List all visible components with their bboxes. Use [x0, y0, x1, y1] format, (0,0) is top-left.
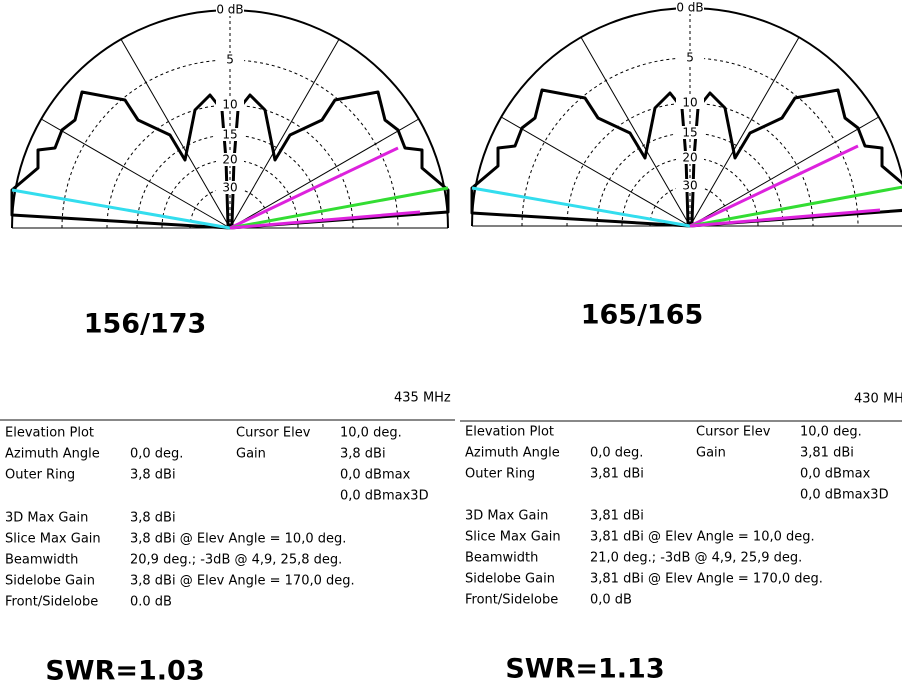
table-cell: Gain — [236, 447, 266, 462]
ring — [61, 59, 399, 229]
table-cell: 0,0 dBmax3D — [800, 488, 889, 503]
ring-label-bg — [676, 179, 704, 192]
table-cell: 0,0 deg. — [130, 447, 183, 462]
table-cell: Elevation Plot — [5, 426, 94, 441]
table-cell: 10,0 deg. — [800, 425, 862, 440]
result-cell: 3,8 dBi @ Elev Angle = 10,0 deg. — [130, 532, 346, 547]
result-cell: 0,0 dB — [590, 593, 632, 608]
table-cell: 3,81 dBi — [800, 446, 854, 461]
swr: SWR=1.03 — [45, 656, 204, 687]
ring-label-bg — [676, 1, 704, 14]
table-cell: 10,0 deg. — [340, 426, 402, 441]
table-cell: Elevation Plot — [465, 425, 554, 440]
table-cell: Outer Ring — [465, 467, 535, 482]
result-cell: 21,0 deg.; -3dB @ 4,9, 25,9 deg. — [590, 551, 802, 566]
frequency: 430 MHz — [854, 392, 902, 407]
table-cell: Gain — [696, 446, 726, 461]
table-cell: 3,8 dBi — [130, 468, 176, 483]
ring-label-bg — [216, 3, 244, 16]
spoke — [229, 118, 420, 229]
ring-label: 5 — [686, 51, 694, 65]
result-cell: Beamwidth — [465, 551, 538, 566]
result-cell: Sidelobe Gain — [465, 572, 555, 587]
table-cell: Azimuth Angle — [465, 446, 560, 461]
ring — [521, 57, 859, 227]
table-cell: 3,8 dBi — [340, 447, 386, 462]
ring-label: 15 — [222, 128, 237, 142]
spoke — [120, 38, 231, 229]
spoke — [580, 36, 691, 227]
ring-label: 0 dB — [216, 3, 243, 17]
ring-label: 5 — [226, 53, 234, 67]
result-cell: 0.0 dB — [130, 595, 172, 610]
spoke — [229, 38, 340, 229]
spoke — [689, 36, 800, 227]
result-cell: Slice Max Gain — [465, 530, 561, 545]
polar-plot: 0 dB 5 10 15 20 30 — [10, 3, 450, 230]
table-cell: 0,0 dBmax — [800, 467, 871, 482]
ring-label-bg — [676, 96, 704, 109]
ring-label: 10 — [682, 96, 697, 110]
ring-label-bg — [676, 151, 704, 164]
ring-label: 20 — [222, 153, 237, 167]
ring-label-bg — [676, 126, 704, 139]
result-cell: 3,81 dBi @ Elev Angle = 170,0 deg. — [590, 572, 823, 587]
ring-label: 0 dB — [676, 1, 703, 15]
table-cell: 3,81 dBi — [590, 467, 644, 482]
result-cell: Sidelobe Gain — [5, 574, 95, 589]
ring-label-bg — [216, 98, 244, 111]
result-cell: Slice Max Gain — [5, 532, 101, 547]
table-cell: 0,0 dBmax — [340, 468, 411, 483]
config-label: 165/165 — [581, 300, 704, 331]
ring-label-bg — [676, 51, 704, 64]
result-cell: 20,9 deg.; -3dB @ 4,9, 25,8 deg. — [130, 553, 342, 568]
table-cell: Cursor Elev — [236, 426, 311, 441]
result-cell: Front/Sidelobe — [465, 593, 558, 608]
ring-label: 30 — [222, 181, 237, 195]
table-cell: 0,0 deg. — [590, 446, 643, 461]
ring-label: 15 — [682, 126, 697, 140]
ring-label: 30 — [682, 179, 697, 193]
result-cell: Beamwidth — [5, 553, 78, 568]
spoke — [40, 118, 231, 229]
table-cell: Azimuth Angle — [5, 447, 100, 462]
ring-label-bg — [216, 53, 244, 66]
ring-label-bg — [216, 181, 244, 194]
ring-label-bg — [216, 153, 244, 166]
result-cell: 3,8 dBi — [130, 511, 176, 526]
ring-label-bg — [216, 128, 244, 141]
result-cell: 3,8 dBi @ Elev Angle = 170,0 deg. — [130, 574, 355, 589]
result-cell: 3D Max Gain — [5, 511, 88, 526]
polar-plot: 0 dB 5 10 15 20 30 — [470, 1, 902, 228]
result-cell: Front/Sidelobe — [5, 595, 98, 610]
table-cell: 0,0 dBmax3D — [340, 489, 429, 504]
result-cell: 3D Max Gain — [465, 509, 548, 524]
result-cell: 3,81 dBi @ Elev Angle = 10,0 deg. — [590, 530, 815, 545]
result-cell: 3,81 dBi — [590, 509, 644, 524]
config-label: 156/173 — [84, 309, 207, 340]
table-cell: Cursor Elev — [696, 425, 771, 440]
spoke — [500, 116, 691, 227]
ring-label: 10 — [222, 98, 237, 112]
swr: SWR=1.13 — [505, 654, 664, 685]
ring-label: 20 — [682, 151, 697, 165]
table-cell: Outer Ring — [5, 468, 75, 483]
spoke — [689, 116, 880, 227]
frequency: 435 MHz — [394, 391, 451, 406]
